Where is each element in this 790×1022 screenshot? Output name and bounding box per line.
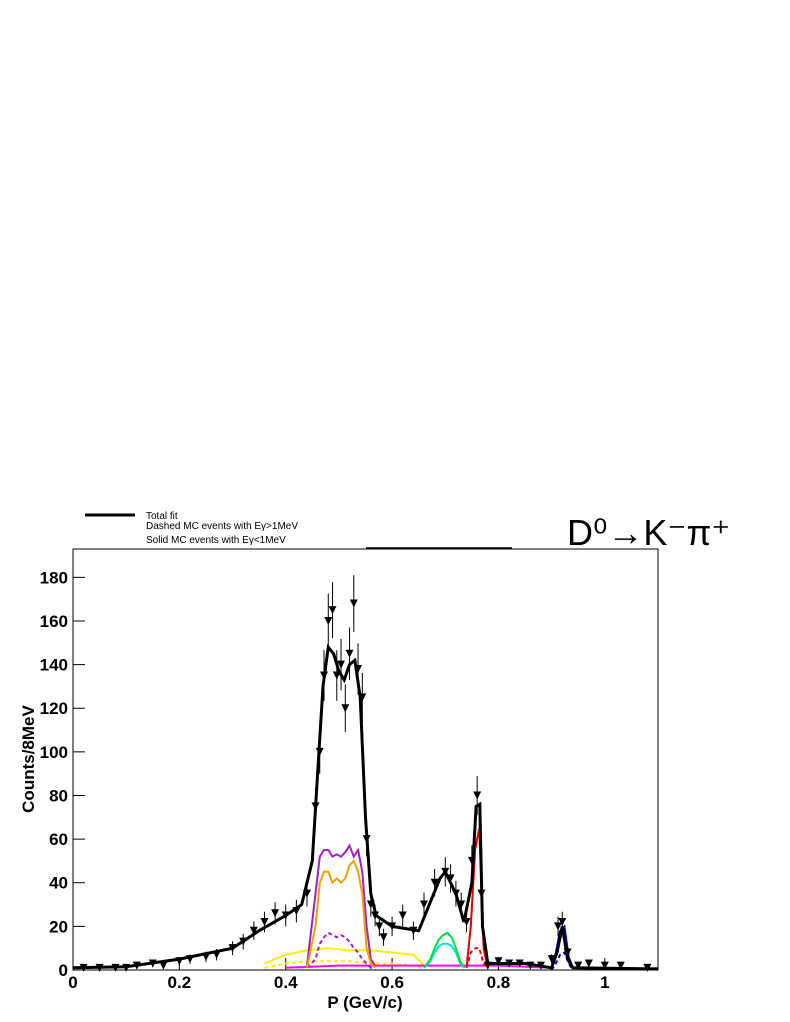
data-point [292,907,301,916]
data-point [175,957,184,966]
series-line [306,843,376,967]
y-tick-label: 60 [49,830,68,849]
data-point [375,922,384,931]
series-line [465,947,489,969]
data-point [345,649,354,658]
x-tick-label: 0.2 [168,973,192,992]
data-point [315,747,324,756]
data-point [111,963,120,972]
x-tick-label: 0.6 [380,973,404,992]
data-point [95,963,104,972]
data-point [547,955,556,964]
data-point [473,791,482,800]
data-point [388,922,397,931]
data-point [324,616,333,625]
data-point [332,671,341,680]
series-line [285,964,552,969]
data-point [558,918,567,927]
x-tick-label: 0.4 [274,973,298,992]
data-point [477,889,486,898]
data-point [467,856,476,865]
data-point [328,606,337,615]
x-axis-label: P (GeV/c) [327,993,402,1012]
x-tick-label: 0 [68,973,77,992]
data-point [457,900,466,909]
data-point [600,961,609,970]
legend-note: Dashed MC events with Eγ>1MeV [146,521,298,532]
data-point [409,926,418,935]
data-point [515,959,524,968]
data-point [451,889,460,898]
x-tick-label: 0.8 [487,973,511,992]
data-point [371,911,380,920]
data-point [358,693,367,702]
y-tick-label: 140 [40,656,68,675]
data-point [186,955,194,964]
data-point [483,961,492,970]
data-point [249,926,258,935]
y-tick-label: 80 [49,786,68,805]
legend-entry: Total fit [146,511,178,522]
data-point [526,961,535,970]
data-point [271,909,280,918]
data-point [79,963,88,972]
data-point [341,704,350,713]
y-tick-label: 180 [40,568,68,587]
data-point [260,918,269,927]
data-point [446,874,455,883]
data-point [379,933,388,942]
data-point [148,959,157,968]
data-point [362,835,371,844]
data-point [398,911,407,920]
x-tick-label: 1 [600,973,609,992]
y-tick-label: 120 [40,699,68,718]
data-point [554,922,563,931]
data-point [537,961,545,970]
y-tick-label: 40 [49,874,68,893]
data-point [441,867,450,876]
data-point [420,900,428,909]
data-point [201,952,210,961]
data-point [616,961,625,970]
data-point [320,671,329,680]
series-line [465,828,489,969]
data-point [122,963,131,972]
data-point [228,944,237,953]
data-point [574,961,583,970]
data-point [132,961,141,970]
legend-note: Solid MC events with Eγ<1MeV [146,535,286,546]
series-line [423,942,466,969]
data-point [563,948,572,957]
y-tick-label: 20 [49,917,68,936]
data-point [337,660,346,669]
data-point [311,802,320,811]
plot-frame [72,548,659,971]
data-point [505,959,514,968]
data-point [494,957,503,966]
annotation: D⁰→K⁻π⁺ [567,512,730,553]
data-point [354,664,363,673]
data-point [430,878,439,887]
y-axis-label: Counts/8MeV [19,705,38,813]
data-point [281,911,290,920]
data-point [159,961,168,970]
series-line [264,947,425,967]
y-tick-label: 160 [40,612,68,631]
data-point [643,963,652,972]
y-tick-label: 100 [40,743,68,762]
data-point [212,950,221,959]
data-point [462,918,471,927]
series-line [306,859,376,969]
data-point [349,599,358,608]
series-line [423,931,466,969]
data-point [584,959,593,968]
data-point [239,937,248,946]
y-tick-label: 0 [59,961,68,980]
data-point [303,889,311,898]
data-point [366,900,375,909]
series-line [306,931,376,971]
